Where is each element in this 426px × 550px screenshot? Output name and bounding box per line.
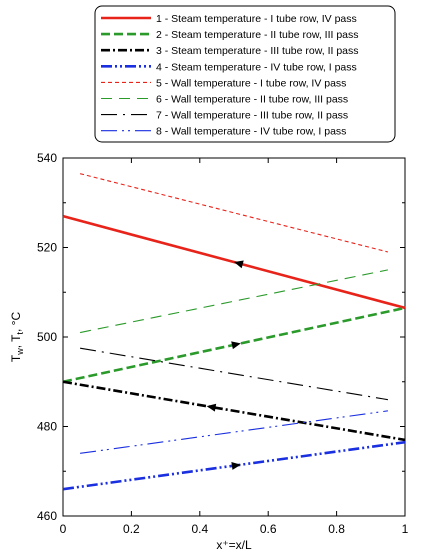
direction-arrow-3 [206,403,217,412]
legend-entry-2: 2 - Steam temperature - II tube row, III… [156,29,359,41]
y-axis-label-sub: w [15,348,25,356]
legend-entry-4: 4 - Steam temperature - IV tube row, I p… [156,61,357,73]
y-axis-label: Tw, Tt, °C [9,312,25,363]
legend-entry-1: 1 - Steam temperature - I tube row, IV p… [156,13,357,25]
x-axis-label: x⁺=x/L [216,538,252,550]
legend-box [94,5,396,143]
y-axis-label-sub: t [15,332,25,335]
direction-arrow-4 [231,461,241,470]
legend-entry-6: 6 - Wall temperature - II tube row, III … [156,94,348,106]
x-tick-label: 0 [60,522,67,536]
legend-entry-5: 5 - Wall temperature - I tube row, IV pa… [156,77,346,89]
series-line-6 [79,269,389,334]
direction-arrow-1 [234,260,244,269]
y-tick-label: 540 [37,151,57,165]
direction-arrow-2 [231,341,241,350]
x-axis: 0 0.2 0.4 0.6 0.8 1 [60,158,409,536]
x-tick-label: 0.6 [260,522,277,536]
series-layer [62,173,406,491]
series-line-3 [62,380,406,442]
y-axis: 460 480 500 520 540 [37,151,405,523]
legend-entry-7: 7 - Wall temperature - III tube row, II … [156,110,348,122]
y-axis-label-part: , T [9,334,23,348]
x-tick-label: 1 [402,522,409,536]
legend-entry-3: 3 - Steam temperature - III tube row, II… [156,45,359,57]
plot-area [62,157,406,517]
y-tick-label: 480 [37,420,57,434]
legend-entry-8: 8 - Wall temperature - IV tube row, I pa… [156,126,346,138]
y-tick-label: 460 [37,509,57,523]
series-line-8 [80,410,388,454]
x-tick-label: 0.2 [123,522,140,536]
y-axis-label-part: T [9,354,23,362]
y-axis-label-part: , °C [9,312,23,332]
y-tick-label: 500 [37,330,57,344]
series-line-5 [79,173,389,253]
y-tick-label: 520 [37,241,57,255]
plot-frame [62,157,406,517]
x-tick-label: 0.4 [191,522,208,536]
x-tick-label: 0.8 [328,522,345,536]
series-line-7 [80,347,388,401]
legend: 1 - Steam temperature - I tube row, IV p… [94,5,396,143]
